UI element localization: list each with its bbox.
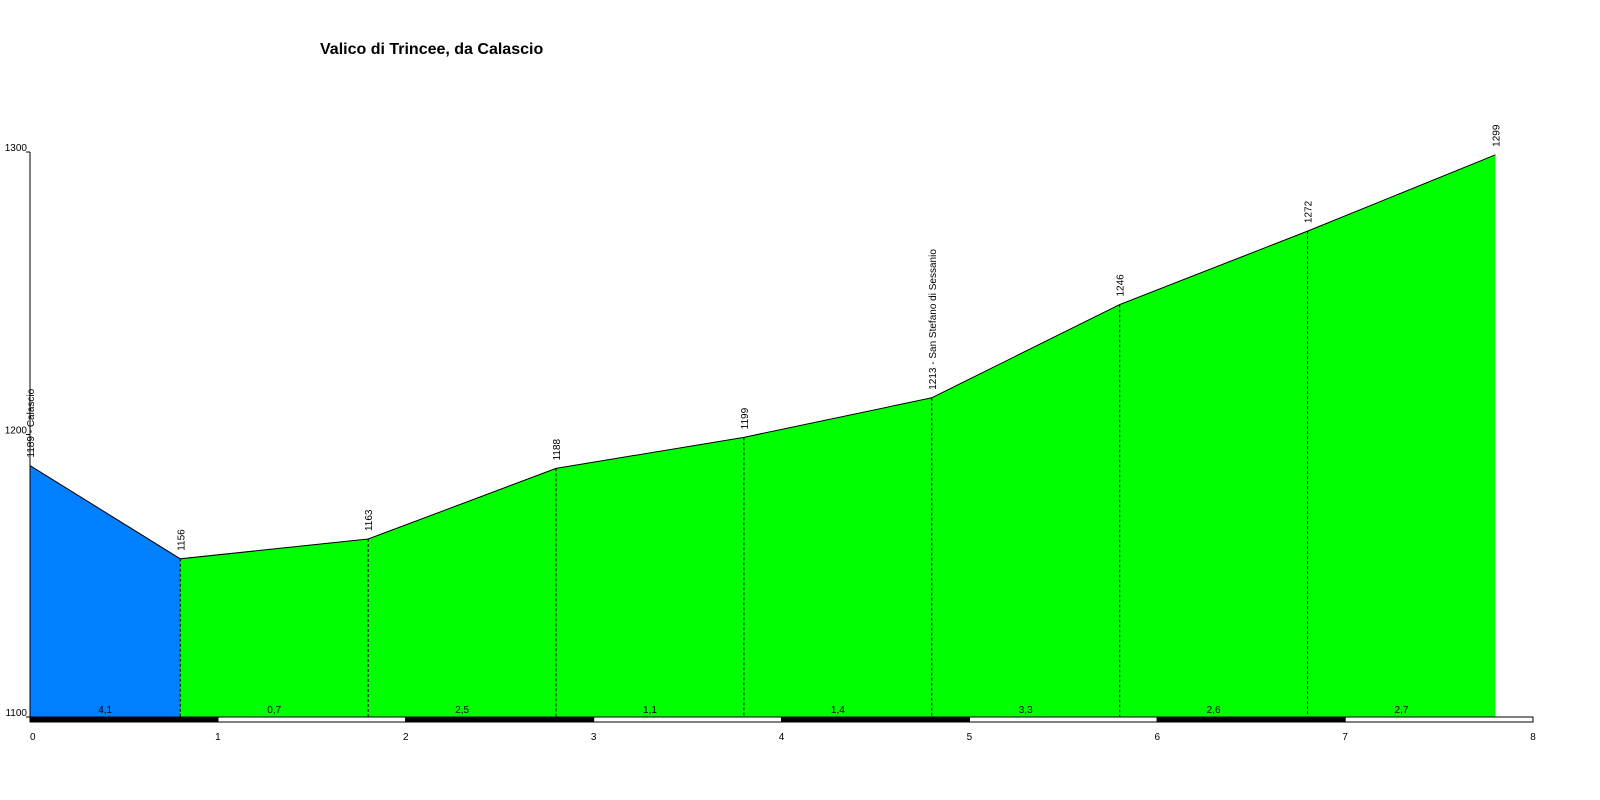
gradient-label: 2,6 xyxy=(1207,705,1221,716)
gradient-label: 4,1 xyxy=(98,705,112,716)
gradient-label: 1,4 xyxy=(831,705,845,716)
gradient-label: 2,5 xyxy=(455,705,469,716)
distance-bar xyxy=(217,716,407,723)
x-tick-label: 6 xyxy=(1154,732,1160,743)
distance-bar xyxy=(1156,716,1346,723)
gradient-label: 2,7 xyxy=(1395,705,1409,716)
x-tick-label: 4 xyxy=(779,732,785,743)
profile-line xyxy=(29,154,1496,560)
distance-bar xyxy=(593,716,782,723)
segment-area xyxy=(30,465,181,717)
x-tick-label: 8 xyxy=(1530,732,1536,743)
segment-area xyxy=(180,539,369,717)
segment-area xyxy=(1307,154,1496,717)
point-label: 1299 xyxy=(1491,124,1502,147)
point-label: 1163 xyxy=(364,509,375,531)
point-label: 1272 xyxy=(1304,200,1315,223)
y-tick-label: 1300 xyxy=(5,143,28,154)
point-label: 1213 - San Stefano di Sessanio xyxy=(928,249,939,390)
point-label: 1199 xyxy=(740,407,751,429)
distance-bar xyxy=(1344,716,1534,723)
x-tick-label: 0 xyxy=(30,732,36,743)
point-label: 1156 xyxy=(176,529,187,551)
segment-area xyxy=(1119,231,1308,717)
point-label: 1189 - Calascio xyxy=(26,388,37,457)
distance-bar xyxy=(405,716,595,723)
gradient-label: 1,1 xyxy=(643,705,657,716)
y-tick-label: 1100 xyxy=(5,708,27,719)
chart-title: Valico di Trincee, da Calascio xyxy=(320,41,543,58)
gradient-label: 0,7 xyxy=(267,705,281,716)
distance-bar xyxy=(29,716,219,723)
segment-area xyxy=(368,468,557,717)
segment-area xyxy=(931,304,1120,717)
point-label: 1188 xyxy=(552,438,563,460)
x-tick-label: 7 xyxy=(1342,732,1348,743)
segment-area xyxy=(556,437,744,717)
point-label: 1246 xyxy=(1116,274,1127,297)
x-tick-label: 1 xyxy=(215,732,221,743)
x-tick-label: 5 xyxy=(967,732,973,743)
gradient-label: 3,3 xyxy=(1019,705,1033,716)
y-tick-label: 1200 xyxy=(5,426,28,437)
distance-bar xyxy=(968,716,1158,723)
x-tick-label: 3 xyxy=(591,732,597,743)
x-tick-label: 2 xyxy=(403,732,409,743)
segment-area xyxy=(743,397,932,717)
distance-bar xyxy=(781,716,970,723)
